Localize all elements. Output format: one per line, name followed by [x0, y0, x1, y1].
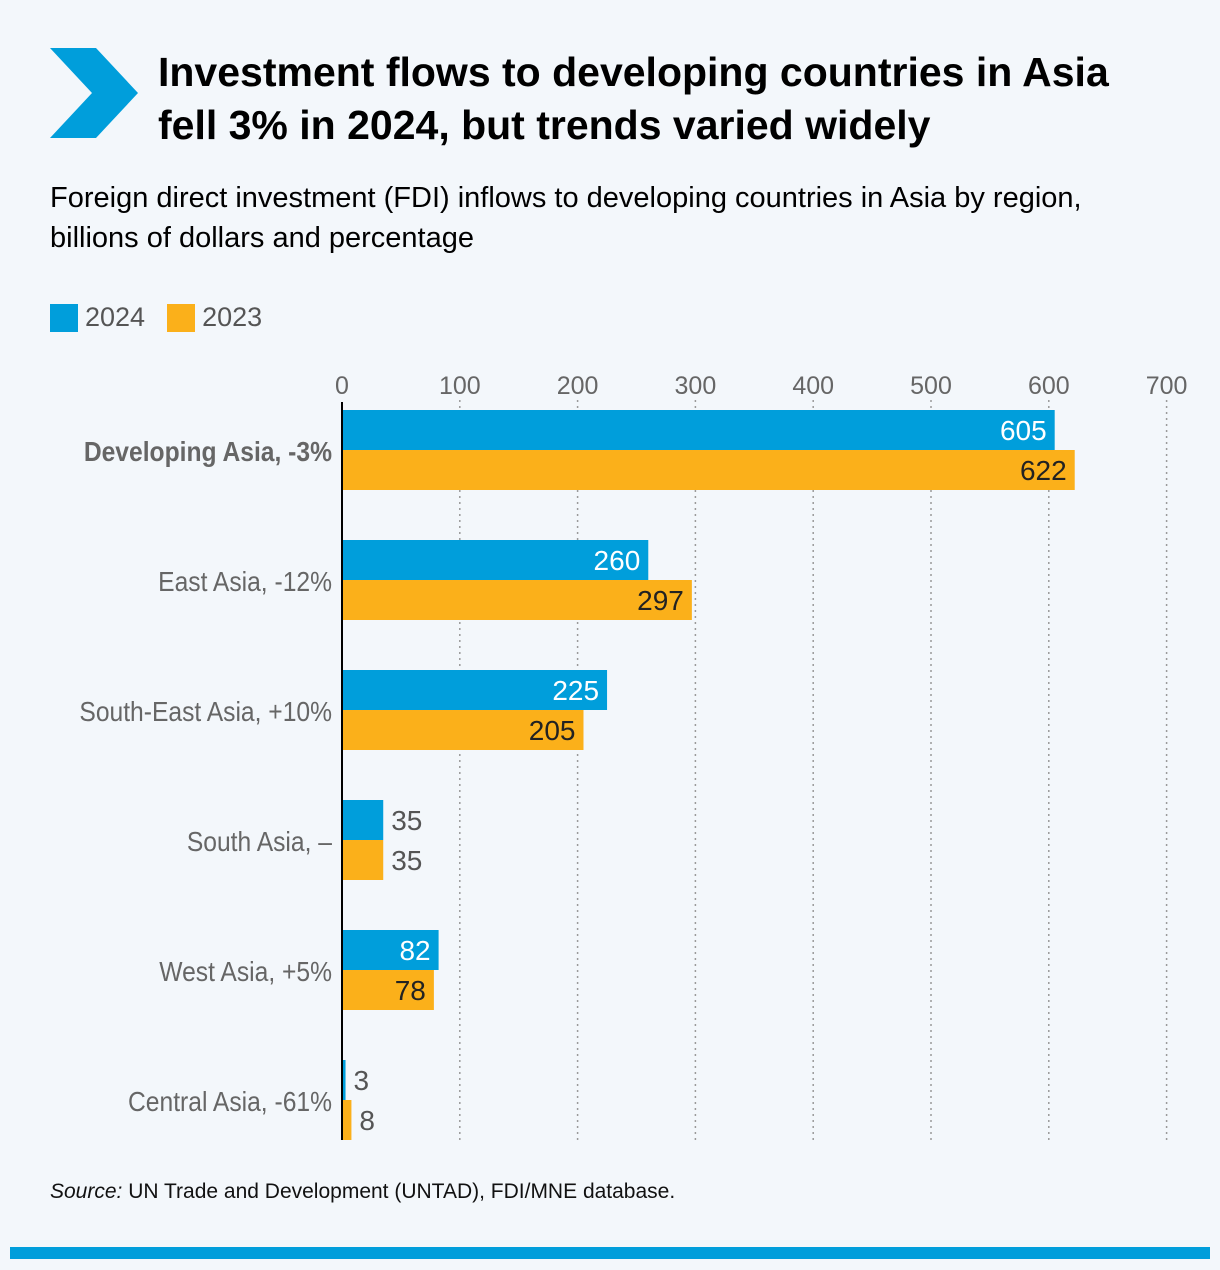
legend-label-2023: 2023: [202, 302, 263, 332]
data-label-2023: 35: [391, 845, 422, 876]
bar-2024: [342, 800, 384, 840]
data-label-2024: 260: [594, 545, 641, 576]
data-label-2023: 297: [637, 585, 684, 616]
bar-2024: [342, 1060, 346, 1100]
x-tick-label: 500: [910, 372, 952, 400]
source-note: Source: UN Trade and Development (UNTAD)…: [50, 1180, 675, 1204]
category-label: South-East Asia, +10%: [79, 696, 332, 728]
data-label-2024: 3: [354, 1065, 370, 1096]
bar-chart: 0 100 200 300 400 500 600 700 Developing Asia, -…: [79, 372, 1188, 1140]
data-label-2023: 78: [395, 975, 426, 1006]
legend: 2024 2023: [50, 302, 284, 333]
x-tick-label: 200: [557, 372, 599, 400]
chart-title: Investment flows to developing countries…: [158, 49, 1109, 148]
source-text: UN Trade and Development (UNTAD), FDI/MN…: [122, 1180, 676, 1203]
x-tick-label: 400: [792, 372, 834, 400]
bar-2024: [342, 930, 439, 970]
x-tick-label: 100: [439, 372, 481, 400]
data-label-2024: 605: [1000, 415, 1047, 446]
x-tick-label: 0: [335, 372, 349, 400]
category-label: Developing Asia, -3%: [84, 436, 332, 468]
x-tick-label: 700: [1146, 372, 1188, 400]
legend-label-2024: 2024: [85, 302, 146, 332]
data-label-2024: 35: [391, 805, 422, 836]
data-label-2023: 622: [1020, 455, 1067, 486]
category-label: South Asia, –: [187, 826, 332, 858]
legend-item-2023: 2023: [167, 302, 262, 333]
data-label-2024: 225: [552, 675, 599, 706]
bar-2023: [342, 1100, 352, 1140]
legend-item-2024: 2024: [50, 302, 145, 333]
category-label: West Asia, +5%: [159, 956, 332, 988]
bottom-rule: [10, 1247, 1210, 1259]
bar-2023: [342, 840, 384, 880]
bar-2024: [342, 410, 1055, 450]
bar-2023: [342, 450, 1075, 490]
x-tick-label: 300: [675, 372, 717, 400]
bar-2024: [342, 670, 608, 710]
chevron-right-icon: [50, 48, 138, 138]
bar-2024: [342, 540, 649, 580]
legend-swatch-2024: [50, 303, 78, 332]
x-tick-label: 600: [1028, 372, 1070, 400]
data-label-2023: 205: [529, 715, 576, 746]
source-label: Source:: [50, 1180, 123, 1203]
data-label-2024: 82: [399, 935, 430, 966]
category-label: East Asia, -12%: [158, 566, 332, 598]
bar-2023: [342, 580, 692, 620]
chart-subtitle: Foreign direct investment (FDI) inflows …: [50, 182, 1082, 254]
data-label-2023: 8: [359, 1105, 375, 1136]
bar-2023: [342, 710, 584, 750]
category-label: Central Asia, -61%: [128, 1086, 332, 1118]
legend-swatch-2023: [167, 303, 196, 332]
bar-2023: [342, 970, 434, 1010]
